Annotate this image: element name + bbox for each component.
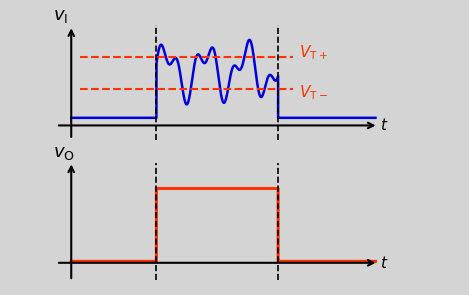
Text: $v_{\rm I}$: $v_{\rm I}$ bbox=[53, 7, 68, 25]
Text: $v_{\rm O}$: $v_{\rm O}$ bbox=[53, 144, 75, 162]
Text: $t$: $t$ bbox=[380, 117, 388, 133]
Text: $t$: $t$ bbox=[380, 255, 388, 271]
Text: $V_{\rm T+}$: $V_{\rm T+}$ bbox=[299, 44, 328, 62]
Text: $V_{\rm T-}$: $V_{\rm T-}$ bbox=[299, 84, 328, 102]
